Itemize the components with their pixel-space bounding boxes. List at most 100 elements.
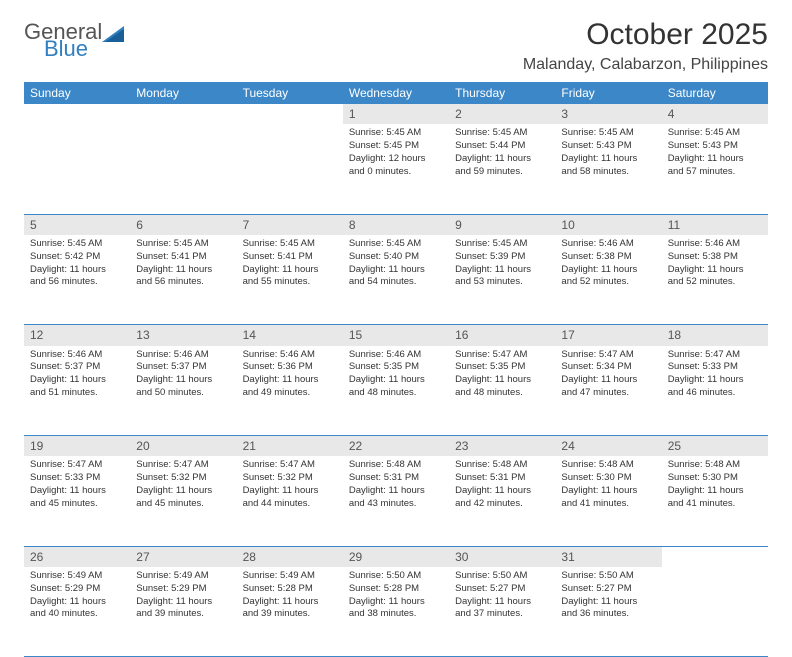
calendar-daynum-cell: 26 bbox=[24, 546, 130, 567]
calendar-daynum-cell: 6 bbox=[130, 214, 236, 235]
calendar-header-cell: Saturday bbox=[662, 82, 768, 104]
calendar-day-cell: Sunrise: 5:45 AMSunset: 5:40 PMDaylight:… bbox=[343, 235, 449, 325]
calendar-day-body: Sunrise: 5:48 AMSunset: 5:30 PMDaylight:… bbox=[662, 456, 768, 514]
calendar-header-cell: Monday bbox=[130, 82, 236, 104]
calendar-day-body: Sunrise: 5:45 AMSunset: 5:43 PMDaylight:… bbox=[662, 124, 768, 182]
calendar-day-body: Sunrise: 5:45 AMSunset: 5:43 PMDaylight:… bbox=[555, 124, 661, 182]
calendar-daynum-cell: 23 bbox=[449, 436, 555, 457]
calendar-day-cell: Sunrise: 5:46 AMSunset: 5:37 PMDaylight:… bbox=[130, 346, 236, 436]
calendar-daynum-cell: 8 bbox=[343, 214, 449, 235]
calendar-daynum-cell bbox=[130, 104, 236, 124]
title-block: October 2025 Malanday, Calabarzon, Phili… bbox=[523, 18, 768, 74]
calendar-day-body: Sunrise: 5:46 AMSunset: 5:37 PMDaylight:… bbox=[130, 346, 236, 404]
calendar-day-body: Sunrise: 5:47 AMSunset: 5:33 PMDaylight:… bbox=[24, 456, 130, 514]
calendar-week-row: Sunrise: 5:46 AMSunset: 5:37 PMDaylight:… bbox=[24, 346, 768, 436]
calendar-daynum-cell: 24 bbox=[555, 436, 661, 457]
calendar-day-body: Sunrise: 5:45 AMSunset: 5:45 PMDaylight:… bbox=[343, 124, 449, 182]
calendar-daynum-cell: 22 bbox=[343, 436, 449, 457]
calendar-table: SundayMondayTuesdayWednesdayThursdayFrid… bbox=[24, 82, 768, 657]
header: General Blue October 2025 Malanday, Cala… bbox=[24, 18, 768, 74]
calendar-daynum-cell: 4 bbox=[662, 104, 768, 124]
calendar-day-cell: Sunrise: 5:45 AMSunset: 5:42 PMDaylight:… bbox=[24, 235, 130, 325]
calendar-day-body: Sunrise: 5:47 AMSunset: 5:33 PMDaylight:… bbox=[662, 346, 768, 404]
logo-triangle-icon bbox=[102, 24, 128, 51]
calendar-daynum-cell bbox=[24, 104, 130, 124]
calendar-day-cell bbox=[237, 124, 343, 214]
calendar-header-cell: Sunday bbox=[24, 82, 130, 104]
calendar-daynum-cell: 15 bbox=[343, 325, 449, 346]
calendar-day-body: Sunrise: 5:45 AMSunset: 5:41 PMDaylight:… bbox=[237, 235, 343, 293]
calendar-day-body: Sunrise: 5:47 AMSunset: 5:34 PMDaylight:… bbox=[555, 346, 661, 404]
calendar-daynum-cell: 1 bbox=[343, 104, 449, 124]
calendar-day-cell: Sunrise: 5:47 AMSunset: 5:35 PMDaylight:… bbox=[449, 346, 555, 436]
calendar-daynum-cell: 7 bbox=[237, 214, 343, 235]
calendar-daynum-cell: 31 bbox=[555, 546, 661, 567]
calendar-daynum-cell: 18 bbox=[662, 325, 768, 346]
calendar-day-cell: Sunrise: 5:47 AMSunset: 5:34 PMDaylight:… bbox=[555, 346, 661, 436]
calendar-daynum-row: 567891011 bbox=[24, 214, 768, 235]
calendar-daynum-cell: 21 bbox=[237, 436, 343, 457]
calendar-day-cell: Sunrise: 5:45 AMSunset: 5:43 PMDaylight:… bbox=[555, 124, 661, 214]
calendar-daynum-row: 19202122232425 bbox=[24, 436, 768, 457]
calendar-day-body: Sunrise: 5:45 AMSunset: 5:44 PMDaylight:… bbox=[449, 124, 555, 182]
calendar-header-cell: Friday bbox=[555, 82, 661, 104]
calendar-day-cell: Sunrise: 5:45 AMSunset: 5:41 PMDaylight:… bbox=[237, 235, 343, 325]
calendar-daynum-cell: 9 bbox=[449, 214, 555, 235]
calendar-day-cell: Sunrise: 5:47 AMSunset: 5:33 PMDaylight:… bbox=[662, 346, 768, 436]
calendar-day-cell: Sunrise: 5:48 AMSunset: 5:30 PMDaylight:… bbox=[662, 456, 768, 546]
calendar-day-body: Sunrise: 5:45 AMSunset: 5:41 PMDaylight:… bbox=[130, 235, 236, 293]
calendar-day-cell: Sunrise: 5:48 AMSunset: 5:30 PMDaylight:… bbox=[555, 456, 661, 546]
calendar-day-body: Sunrise: 5:45 AMSunset: 5:42 PMDaylight:… bbox=[24, 235, 130, 293]
calendar-day-cell: Sunrise: 5:46 AMSunset: 5:38 PMDaylight:… bbox=[555, 235, 661, 325]
calendar-day-body: Sunrise: 5:45 AMSunset: 5:40 PMDaylight:… bbox=[343, 235, 449, 293]
calendar-daynum-cell: 29 bbox=[343, 546, 449, 567]
calendar-day-body: Sunrise: 5:46 AMSunset: 5:35 PMDaylight:… bbox=[343, 346, 449, 404]
calendar-day-cell: Sunrise: 5:47 AMSunset: 5:33 PMDaylight:… bbox=[24, 456, 130, 546]
calendar-day-cell: Sunrise: 5:46 AMSunset: 5:38 PMDaylight:… bbox=[662, 235, 768, 325]
calendar-week-row: Sunrise: 5:45 AMSunset: 5:42 PMDaylight:… bbox=[24, 235, 768, 325]
calendar-daynum-cell: 13 bbox=[130, 325, 236, 346]
calendar-week-row: Sunrise: 5:47 AMSunset: 5:33 PMDaylight:… bbox=[24, 456, 768, 546]
calendar-daynum-cell: 10 bbox=[555, 214, 661, 235]
calendar-header-cell: Tuesday bbox=[237, 82, 343, 104]
calendar-day-body: Sunrise: 5:47 AMSunset: 5:32 PMDaylight:… bbox=[130, 456, 236, 514]
calendar-day-body: Sunrise: 5:48 AMSunset: 5:31 PMDaylight:… bbox=[343, 456, 449, 514]
calendar-daynum-row: 1234 bbox=[24, 104, 768, 124]
calendar-day-cell bbox=[24, 124, 130, 214]
calendar-daynum-row: 262728293031 bbox=[24, 546, 768, 567]
calendar-day-cell: Sunrise: 5:46 AMSunset: 5:37 PMDaylight:… bbox=[24, 346, 130, 436]
calendar-day-body: Sunrise: 5:48 AMSunset: 5:30 PMDaylight:… bbox=[555, 456, 661, 514]
calendar-day-body: Sunrise: 5:49 AMSunset: 5:28 PMDaylight:… bbox=[237, 567, 343, 625]
calendar-day-cell: Sunrise: 5:46 AMSunset: 5:36 PMDaylight:… bbox=[237, 346, 343, 436]
month-title: October 2025 bbox=[523, 18, 768, 52]
logo-word-blue: Blue bbox=[44, 39, 102, 60]
calendar-day-cell: Sunrise: 5:47 AMSunset: 5:32 PMDaylight:… bbox=[130, 456, 236, 546]
calendar-day-cell: Sunrise: 5:48 AMSunset: 5:31 PMDaylight:… bbox=[449, 456, 555, 546]
calendar-daynum-cell: 16 bbox=[449, 325, 555, 346]
calendar-day-body: Sunrise: 5:46 AMSunset: 5:37 PMDaylight:… bbox=[24, 346, 130, 404]
calendar-daynum-cell: 11 bbox=[662, 214, 768, 235]
calendar-daynum-cell: 5 bbox=[24, 214, 130, 235]
calendar-daynum-cell: 3 bbox=[555, 104, 661, 124]
calendar-day-cell: Sunrise: 5:45 AMSunset: 5:39 PMDaylight:… bbox=[449, 235, 555, 325]
calendar-day-body: Sunrise: 5:46 AMSunset: 5:38 PMDaylight:… bbox=[555, 235, 661, 293]
calendar-day-body: Sunrise: 5:48 AMSunset: 5:31 PMDaylight:… bbox=[449, 456, 555, 514]
calendar-day-body: Sunrise: 5:47 AMSunset: 5:35 PMDaylight:… bbox=[449, 346, 555, 404]
calendar-day-cell: Sunrise: 5:47 AMSunset: 5:32 PMDaylight:… bbox=[237, 456, 343, 546]
calendar-day-body: Sunrise: 5:49 AMSunset: 5:29 PMDaylight:… bbox=[130, 567, 236, 625]
calendar-day-cell: Sunrise: 5:45 AMSunset: 5:41 PMDaylight:… bbox=[130, 235, 236, 325]
location-subtitle: Malanday, Calabarzon, Philippines bbox=[523, 56, 768, 74]
calendar-daynum-cell: 2 bbox=[449, 104, 555, 124]
calendar-day-body: Sunrise: 5:47 AMSunset: 5:32 PMDaylight:… bbox=[237, 456, 343, 514]
calendar-day-body: Sunrise: 5:50 AMSunset: 5:27 PMDaylight:… bbox=[555, 567, 661, 625]
calendar-day-cell: Sunrise: 5:46 AMSunset: 5:35 PMDaylight:… bbox=[343, 346, 449, 436]
calendar-header-cell: Thursday bbox=[449, 82, 555, 104]
calendar-day-cell: Sunrise: 5:48 AMSunset: 5:31 PMDaylight:… bbox=[343, 456, 449, 546]
calendar-daynum-cell: 20 bbox=[130, 436, 236, 457]
calendar-daynum-cell: 27 bbox=[130, 546, 236, 567]
calendar-daynum-cell: 30 bbox=[449, 546, 555, 567]
logo-text: General Blue bbox=[24, 22, 102, 60]
calendar-day-cell: Sunrise: 5:45 AMSunset: 5:45 PMDaylight:… bbox=[343, 124, 449, 214]
calendar-daynum-cell: 12 bbox=[24, 325, 130, 346]
calendar-day-body: Sunrise: 5:50 AMSunset: 5:28 PMDaylight:… bbox=[343, 567, 449, 625]
